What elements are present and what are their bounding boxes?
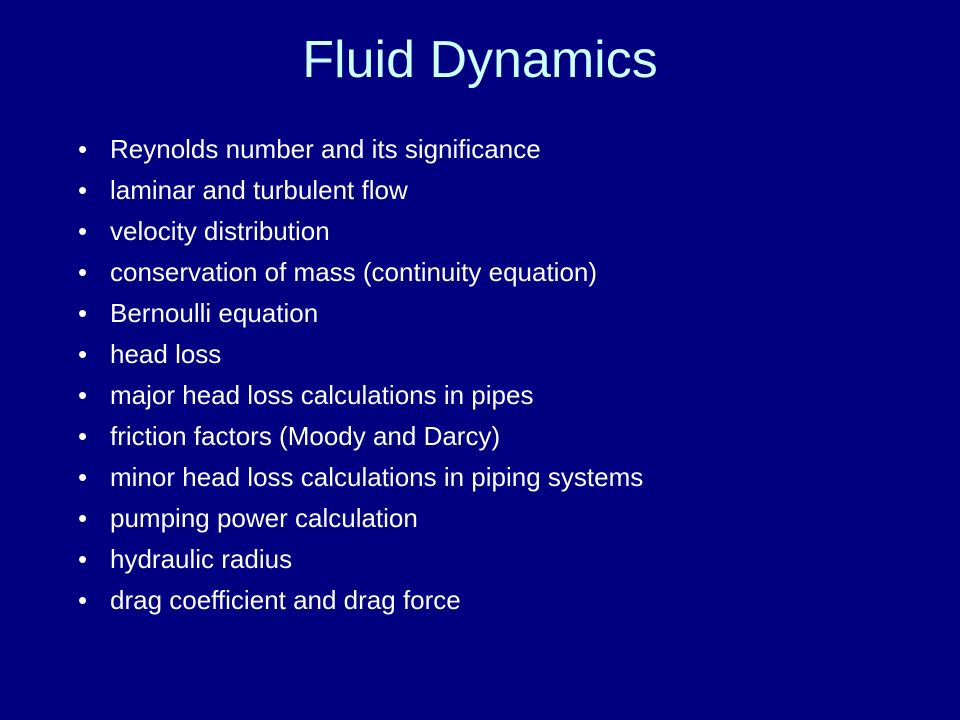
list-item: Bernoulli equation	[70, 294, 920, 333]
list-item: velocity distribution	[70, 212, 920, 251]
list-item: laminar and turbulent flow	[70, 171, 920, 210]
list-item: head loss	[70, 335, 920, 374]
slide-title: Fluid Dynamics	[40, 30, 920, 90]
list-item: hydraulic radius	[70, 540, 920, 579]
list-item: major head loss calculations in pipes	[70, 376, 920, 415]
bullet-list: Reynolds number and its significance lam…	[70, 130, 920, 620]
list-item: friction factors (Moody and Darcy)	[70, 417, 920, 456]
list-item: Reynolds number and its significance	[70, 130, 920, 169]
list-item: drag coefficient and drag force	[70, 581, 920, 620]
list-item: pumping power calculation	[70, 499, 920, 538]
slide: Fluid Dynamics Reynolds number and its s…	[0, 0, 960, 720]
list-item: conservation of mass (continuity equatio…	[70, 253, 920, 292]
list-item: minor head loss calculations in piping s…	[70, 458, 920, 497]
